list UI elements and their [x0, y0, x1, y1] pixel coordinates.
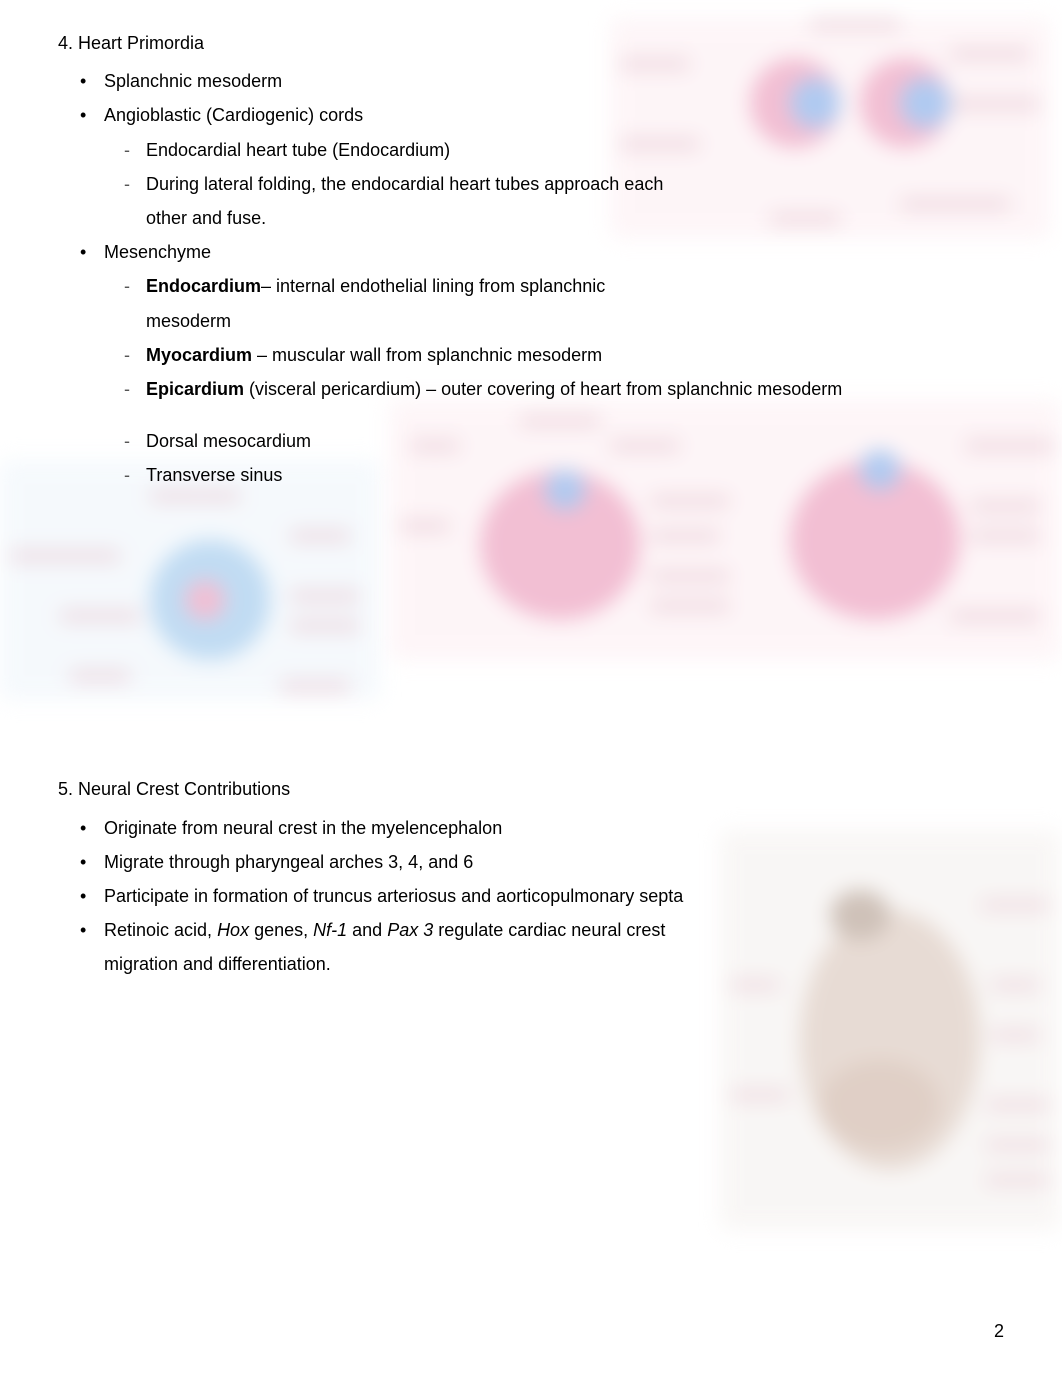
list-item-text: Endocardial heart tube (Endocardium) [146, 140, 450, 160]
list-item-text: During lateral folding, the endocardial … [146, 174, 663, 228]
list-item-text: Mesenchyme [104, 242, 211, 262]
list-item-text: Splanchnic mesoderm [104, 71, 282, 91]
text-segment: and [347, 920, 387, 940]
list-item: Endocardial heart tube (Endocardium) [104, 133, 1004, 167]
list-item-text: Migrate through pharyngeal arches 3, 4, … [104, 852, 473, 872]
section-4-heading: 4. Heart Primordia [58, 26, 1004, 60]
section-4-list: Splanchnic mesoderm Angioblastic (Cardio… [58, 64, 1004, 492]
list-item: Retinoic acid, Hox genes, Nf-1 and Pax 3… [58, 913, 718, 981]
term-bold: Endocardium [146, 276, 261, 296]
text-segment: genes, [249, 920, 313, 940]
list-item-text: Transverse sinus [146, 465, 282, 485]
list-item: Angioblastic (Cardiogenic) cords Endocar… [58, 98, 1004, 235]
section-5-heading: 5. Neural Crest Contributions [58, 772, 1004, 806]
list-item: Epicardium (visceral pericardium) – oute… [104, 372, 1004, 406]
sub-list: Endocardial heart tube (Endocardium) Dur… [104, 133, 1004, 236]
list-item: Endocardium– internal endothelial lining… [104, 269, 606, 337]
sub-list: Dorsal mesocardium Transverse sinus [104, 424, 1004, 492]
figure-label-blur [730, 1090, 790, 1100]
document-page: 4. Heart Primordia Splanchnic mesoderm A… [0, 0, 1062, 1376]
figure-label-blur [985, 1100, 1050, 1110]
section-5-list: Originate from neural crest in the myele… [58, 811, 718, 982]
sub-list: Endocardium– internal endothelial lining… [104, 269, 1004, 406]
figure-label-blur [985, 1140, 1050, 1150]
list-item: Splanchnic mesoderm [58, 64, 1004, 98]
italic-term: Pax 3 [387, 920, 433, 940]
list-item: Mesenchyme Endocardium– internal endothe… [58, 235, 1004, 492]
italic-term: Hox [217, 920, 249, 940]
list-item: Myocardium – muscular wall from splanchn… [104, 338, 1004, 372]
figure-label-blur [985, 1175, 1050, 1185]
term-bold: Myocardium [146, 345, 252, 365]
figure-blob [820, 1060, 940, 1150]
list-item: During lateral folding, the endocardial … [104, 167, 666, 235]
list-item: Transverse sinus [104, 458, 1004, 492]
text-segment: Retinoic acid, [104, 920, 217, 940]
term-rest: – muscular wall from splanchnic mesoderm [252, 345, 602, 365]
list-item-text: Participate in formation of truncus arte… [104, 886, 683, 906]
page-content: 4. Heart Primordia Splanchnic mesoderm A… [58, 26, 1004, 982]
list-item: Originate from neural crest in the myele… [58, 811, 718, 845]
figure-label-blur [990, 1030, 1040, 1040]
term-bold: Epicardium [146, 379, 244, 399]
list-item: Dorsal mesocardium [104, 424, 1004, 458]
list-item-text: Originate from neural crest in the myele… [104, 818, 502, 838]
term-rest: (visceral pericardium) – outer covering … [244, 379, 842, 399]
list-item: Migrate through pharyngeal arches 3, 4, … [58, 845, 718, 879]
italic-term: Nf-1 [313, 920, 347, 940]
list-item: Participate in formation of truncus arte… [58, 879, 718, 913]
page-number: 2 [994, 1321, 1004, 1342]
list-item-text: Angioblastic (Cardiogenic) cords [104, 105, 363, 125]
list-item-text: Dorsal mesocardium [146, 431, 311, 451]
